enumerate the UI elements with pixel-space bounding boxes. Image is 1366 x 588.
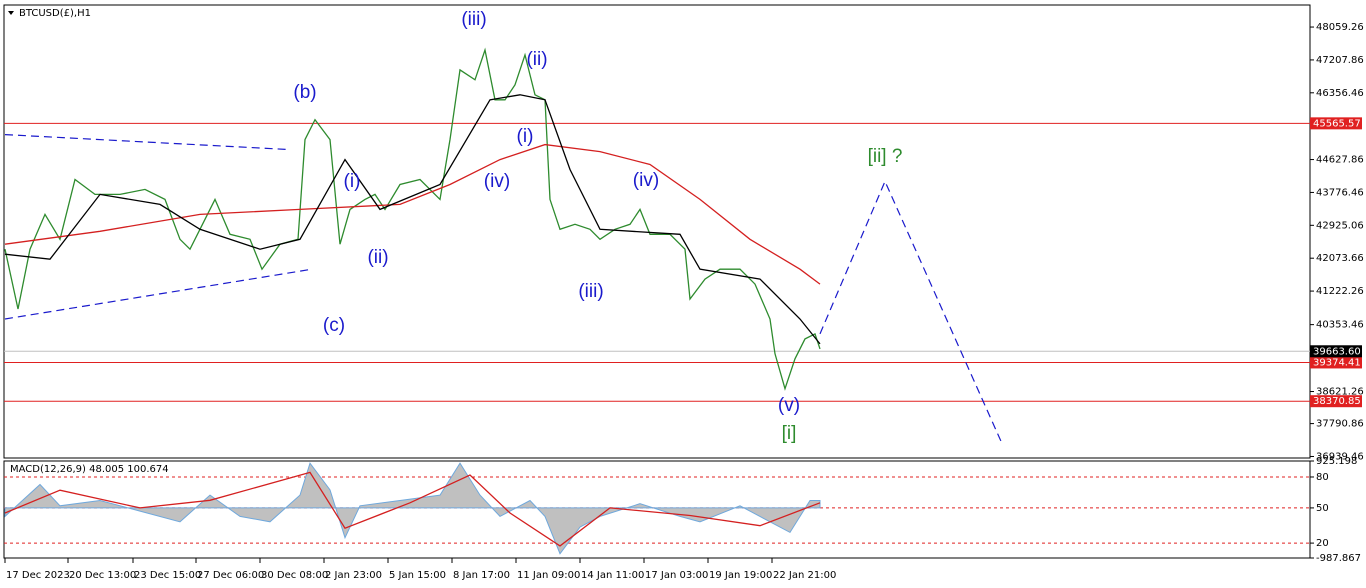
wave-label: (ii) [526,49,547,70]
y-tick-label: 80 [1316,472,1329,483]
main-frame [3,4,1311,459]
x-tick-label: 30 Dec 08:00 [261,570,328,581]
x-tick-label: 14 Jan 11:00 [581,570,644,581]
wave-label: (i) [344,171,361,192]
wave-label: [i] [782,423,797,444]
wave-label: (iv) [484,171,510,192]
x-tick-label: 23 Dec 15:00 [134,570,201,581]
x-tick-label: 17 Jan 03:00 [645,570,708,581]
y-tick-label: 37790.86 [1316,419,1364,430]
wave-label: (ii) [367,247,388,268]
wave-label: (i) [517,126,534,147]
y-tick-label: 42073.66 [1316,253,1364,264]
macd-frame [3,460,1311,559]
y-tick-label: 44627.86 [1316,155,1364,166]
x-tick-label: 5 Jan 15:00 [389,570,446,581]
level-label-bg [1310,395,1362,408]
level-label-bg [1310,356,1362,369]
x-tick-label: 2 Jan 23:00 [325,570,382,581]
y-tick-label: 47207.86 [1316,55,1364,66]
y-tick-label: 50 [1316,503,1329,514]
macd-histogram [4,462,821,555]
y-tick-label: -987.867 [1316,553,1361,564]
x-tick-label: 19 Jan 19:00 [709,570,772,581]
level-label: 38370.85 [1313,396,1361,407]
last-price-bg [1310,345,1362,358]
wave-label: (c) [323,315,345,336]
y-tick-label: 20 [1316,538,1329,549]
wave-projection [819,179,1003,444]
x-tick-label: 27 Dec 06:00 [197,570,264,581]
wave-label: (b) [293,82,316,103]
y-tick-label: 40353.46 [1316,320,1364,331]
wave-label: (iii) [578,281,603,302]
wave-label: (iii) [461,9,486,30]
level-label: 45565.57 [1313,118,1361,129]
x-tick-label: 8 Jan 17:00 [453,570,510,581]
wave-label: (iv) [633,170,659,191]
y-tick-label: 48059.26 [1316,22,1364,33]
y-tick-label: 41222.26 [1316,286,1364,297]
chart-title: BTCUSD(£),H1 [19,8,91,19]
y-tick-label: 46356.46 [1316,88,1364,99]
macd-title: MACD(12,26,9) 48.005 100.674 [10,464,169,475]
wave-label: (v) [778,395,800,416]
price-line [4,94,821,345]
menu-arrow [8,11,14,15]
wave-label: [ii] ? [868,146,903,167]
level-label: 39374.41 [1313,357,1361,368]
y-tick-label: 36939.46 [1316,451,1364,462]
macd-signal [4,471,821,547]
price-line [4,143,821,285]
y-tick-label: 38621.26 [1316,387,1364,398]
y-tick-label: 925.198 [1316,456,1357,467]
x-tick-label: 17 Dec 2023 [6,570,70,581]
x-tick-label: 22 Jan 21:00 [773,570,836,581]
y-tick-label: 43776.46 [1316,187,1364,198]
x-tick-label: 20 Dec 13:00 [69,570,136,581]
y-tick-label: 42925.06 [1316,220,1364,231]
level-label-bg [1310,117,1362,130]
wave-projection [4,134,291,151]
last-price-label: 39663.60 [1313,346,1361,357]
price-line [4,47,821,391]
x-tick-label: 11 Jan 09:00 [517,570,580,581]
